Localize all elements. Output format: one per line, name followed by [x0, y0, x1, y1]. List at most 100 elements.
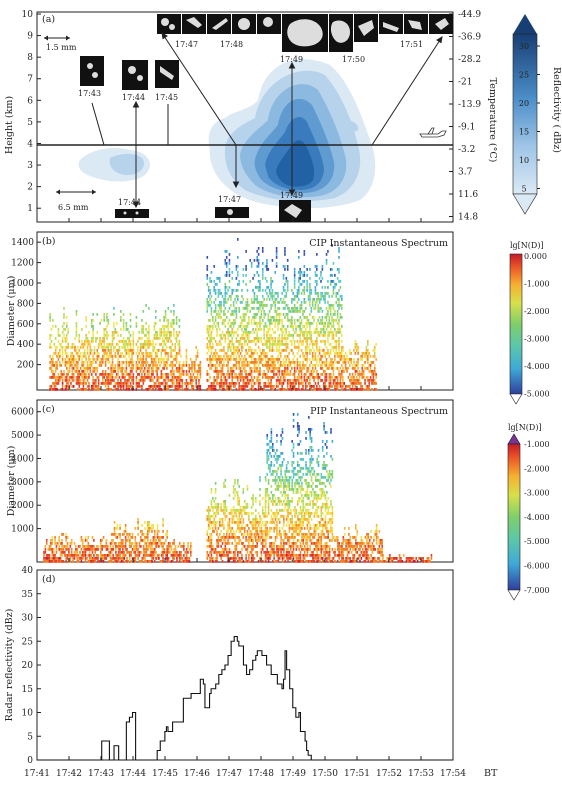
- spectrum-cell: [357, 349, 359, 352]
- spectrum-cell: [259, 515, 261, 518]
- spectrum-cell: [299, 325, 301, 328]
- spectrum-cell: [56, 376, 58, 379]
- spectrum-cell: [108, 349, 111, 352]
- spectrum-cell: [332, 349, 335, 352]
- spectrum-cell: [65, 388, 68, 391]
- spectrum-cell: [267, 358, 270, 361]
- spectrum-cell: [207, 388, 210, 391]
- spectrum-cell: [300, 373, 303, 376]
- spectrum-cell: [278, 554, 281, 557]
- spectrum-cell: [327, 367, 329, 370]
- spectrum-cell: [224, 325, 227, 328]
- spectrum-cell: [168, 364, 171, 367]
- spectrum-cell: [209, 277, 211, 280]
- spectrum-cell: [102, 349, 104, 352]
- spectrum-cell: [327, 349, 329, 352]
- spectrum-cell: [153, 349, 156, 352]
- spectrum-cell: [152, 554, 155, 557]
- spectrum-cell: [238, 361, 240, 364]
- spectrum-cell: [303, 367, 306, 370]
- spectrum-cell: [245, 301, 247, 304]
- spectrum-cell: [64, 388, 67, 391]
- spectrum-cell: [286, 343, 289, 346]
- spectrum-cell: [90, 349, 93, 352]
- spectrum-cell: [90, 337, 93, 340]
- spectrum-cell: [209, 292, 211, 295]
- spectrum-cell: [331, 319, 333, 322]
- spectrum-cell: [131, 358, 133, 361]
- spectrum-cell: [339, 280, 342, 283]
- spectrum-cell: [210, 385, 213, 388]
- spectrum-cell: [115, 382, 118, 385]
- spectrum-cell: [234, 536, 236, 539]
- spectrum-cell: [76, 554, 79, 557]
- spectrum-cell: [309, 373, 311, 376]
- spectrum-cell: [129, 343, 132, 346]
- spectrum-cell: [90, 322, 93, 325]
- spectrum-cell: [217, 551, 220, 554]
- spectrum-cell: [220, 382, 222, 385]
- spectrum-cell: [277, 367, 279, 370]
- spectrum-cell: [334, 274, 336, 277]
- spectrum-cell: [224, 298, 227, 301]
- spectrum-cell: [255, 286, 257, 289]
- scale-bar-top-label: 1.5 mm: [46, 43, 77, 52]
- spectrum-cell: [175, 331, 178, 334]
- spectrum-cell: [198, 367, 200, 370]
- spectrum-cell: [252, 518, 254, 521]
- spectrum-cell: [206, 551, 209, 554]
- spectrum-cell: [286, 346, 289, 349]
- spectrum-cell: [127, 533, 130, 536]
- spectrum-cell: [246, 488, 249, 491]
- spectrum-cell: [277, 557, 280, 560]
- spectrum-cell: [117, 551, 120, 554]
- spectrum-cell: [298, 373, 300, 376]
- spectrum-cell: [145, 352, 147, 355]
- spectrum-cell: [291, 289, 293, 292]
- spectrum-cell: [119, 533, 121, 536]
- spectrum-cell: [206, 346, 209, 349]
- spectrum-cell: [55, 551, 58, 554]
- spectrum-cell: [121, 373, 124, 376]
- spectrum-cell: [170, 364, 172, 367]
- spectrum-cell: [49, 334, 51, 337]
- spectrum-cell: [151, 560, 153, 563]
- spectrum-cell: [283, 518, 285, 521]
- spectrum-cell: [336, 385, 339, 388]
- spectrum-cell: [88, 545, 91, 548]
- spectrum-cell: [214, 503, 217, 506]
- spectrum-cell: [196, 373, 199, 376]
- spectrum-cell: [327, 292, 329, 295]
- spectrum-cell: [58, 545, 61, 548]
- spectrum-cell: [84, 551, 87, 554]
- spectrum-cell: [120, 379, 122, 382]
- spectrum-cell: [331, 304, 333, 307]
- spectrum-cell: [283, 524, 285, 527]
- spectrum-cell: [318, 331, 321, 334]
- spectrum-cell: [50, 385, 53, 388]
- spectrum-cell: [291, 361, 293, 364]
- spectrum-cell: [339, 352, 342, 355]
- spectrum-cell: [170, 349, 172, 352]
- spectrum-cell: [307, 376, 310, 379]
- spectrum-cell: [252, 355, 254, 358]
- spectrum-cell: [302, 361, 304, 364]
- spectrum-cell: [143, 346, 146, 349]
- spectrum-cell: [327, 250, 329, 253]
- spectrum-cell: [316, 325, 318, 328]
- spectrum-cell: [322, 349, 325, 352]
- height-tick-label: 4: [27, 139, 33, 149]
- spectrum-cell: [143, 373, 146, 376]
- spectrum-cell: [299, 328, 301, 331]
- spectrum-cell: [303, 325, 306, 328]
- spectrum-cell: [50, 548, 52, 551]
- spectrum-cell: [180, 545, 182, 548]
- spectrum-cell: [212, 521, 214, 524]
- spectrum-cell: [148, 388, 150, 391]
- spectrum-cell: [125, 328, 128, 331]
- spectrum-cell: [263, 343, 265, 346]
- spectrum-cell: [261, 343, 264, 346]
- spectrum-cell: [245, 325, 247, 328]
- spectrum-cell: [296, 340, 299, 343]
- spectrum-cell: [313, 319, 315, 322]
